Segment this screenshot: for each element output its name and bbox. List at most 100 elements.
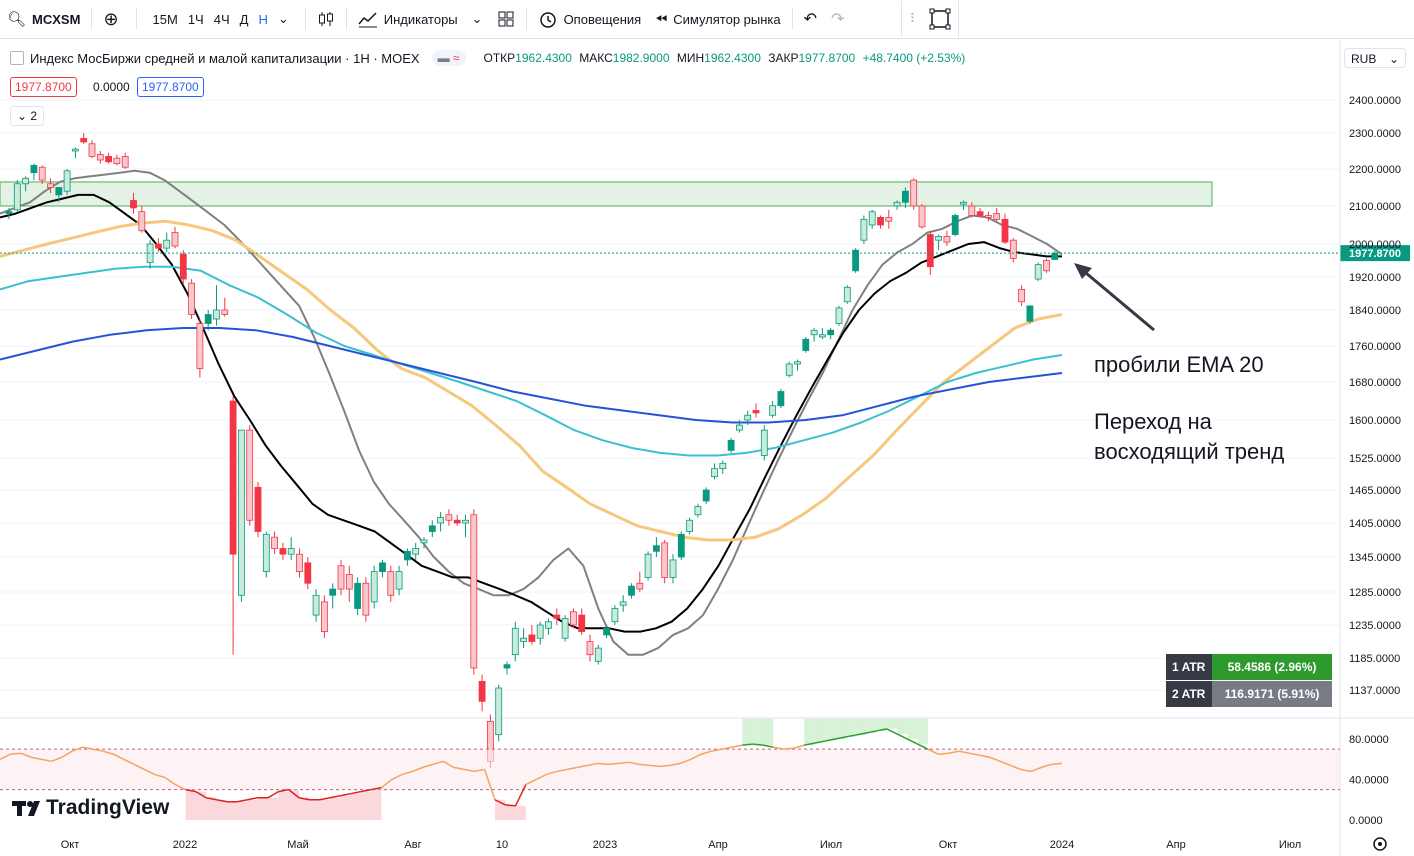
open-label: ОТКР (483, 51, 516, 65)
rsi-overbought-fill (907, 718, 918, 740)
timeframe-1h[interactable]: 1Ч (187, 11, 204, 27)
currency-select[interactable]: RUB ⌄ (1344, 48, 1406, 68)
legend-toggle-pill[interactable]: ▬ ≈ (431, 50, 466, 66)
drawing-selection-tool[interactable]: ⠇ (901, 1, 959, 37)
candle-body (885, 216, 893, 222)
rewind-icon: ⏪︎ (655, 10, 668, 28)
chevron-down-icon[interactable]: ⌄ (277, 11, 289, 26)
candle (80, 133, 88, 144)
replay-button[interactable]: ⏪︎ Симулятор рынка (648, 0, 787, 38)
compare-button[interactable]: ⊕ (96, 0, 131, 38)
tradingview-logo[interactable]: TradingView (12, 796, 169, 820)
candle-body (1026, 305, 1034, 322)
plus-circle-icon: ⊕ (103, 8, 119, 29)
price-tick-label: 1680.0000 (1349, 377, 1401, 389)
candle-body (553, 614, 561, 619)
candle (951, 213, 959, 237)
candle (661, 540, 669, 584)
candle-body (72, 148, 79, 152)
timeframe-day[interactable]: Д (239, 11, 249, 27)
alerts-button[interactable]: Оповещения (531, 0, 649, 38)
change-value: +48.7400 (+2.53%) (862, 51, 966, 65)
candle (470, 509, 478, 675)
price-tick-label: 2100.0000 (1349, 201, 1401, 213)
candle (495, 684, 503, 742)
chevron-down-icon: ⌄ (1388, 52, 1399, 66)
rsi-oversold-fill (505, 804, 516, 820)
moving-averages (0, 169, 1063, 656)
rsi-line-segment (721, 746, 733, 750)
symbol-logo-icon (10, 51, 24, 65)
candle (5, 207, 13, 220)
candle-body (221, 309, 229, 315)
candle (445, 509, 453, 526)
candle-body (420, 539, 428, 544)
time-axis[interactable]: Окт 2022 Май Авг 10 2023 Апр Июл Окт 2024 Апр Июл (61, 839, 1301, 851)
candle-body (495, 687, 503, 736)
candle-body (1034, 264, 1042, 280)
settings-icon[interactable] (1373, 837, 1387, 851)
candle (47, 178, 54, 194)
candle (960, 200, 967, 210)
candle (794, 359, 801, 371)
rsi-line-segment (422, 763, 434, 769)
open-value: 1962.4300 (515, 51, 572, 65)
sell-price-box[interactable]: 1977.8700 (10, 77, 77, 97)
rsi-line-segment (10, 752, 21, 755)
candle-body (370, 571, 378, 603)
indicators-collapse-button[interactable]: ⌄ 2 (10, 106, 45, 126)
candle-body (130, 200, 137, 209)
candle (387, 565, 395, 602)
timeframe-group: 15М 1Ч 4Ч Д Н ⌄ (141, 0, 301, 38)
rsi-line-segment (566, 766, 578, 771)
rsi-line-segment (948, 750, 960, 754)
candle (188, 279, 196, 319)
candle-body (462, 519, 469, 524)
symbol-search-button[interactable]: 🔍︎ MCXSM (0, 0, 87, 38)
rsi-line-segment (0, 753, 11, 760)
buy-price-box[interactable]: 1977.8700 (137, 77, 204, 97)
candle-body (105, 155, 112, 163)
rsi-line-segment (474, 768, 485, 773)
chart-type-button[interactable] (310, 0, 342, 38)
redo-button[interactable]: ↷ (824, 0, 851, 38)
rsi-line-segment (865, 730, 877, 734)
rsi-line-segment (154, 773, 166, 779)
toolbar-divider (791, 8, 793, 30)
timeframe-week[interactable]: Н (258, 11, 268, 27)
candle (578, 608, 586, 635)
indicators-button[interactable]: Индикаторы ⌄ (351, 0, 490, 38)
candle (619, 595, 627, 612)
rsi-overbought-fill (855, 718, 867, 735)
toolbar-divider (304, 8, 306, 30)
series-title[interactable]: Индекс МосБиржи средней и малой капитали… (30, 50, 420, 66)
timeframe-4h[interactable]: 4Ч (213, 11, 230, 27)
layouts-button[interactable] (490, 0, 522, 38)
timeframe-15m[interactable]: 15М (152, 11, 178, 27)
candle (171, 226, 179, 249)
undo-button[interactable]: ↶ (797, 0, 824, 38)
rsi-overbought-fill (752, 718, 763, 745)
toolbar-divider (345, 8, 347, 30)
rsi-line-segment (938, 752, 949, 755)
rsi-line-segment (144, 768, 155, 776)
candle-body (578, 614, 586, 632)
candle (1043, 258, 1050, 273)
candle (154, 238, 162, 253)
candle (1034, 262, 1042, 282)
candle-body (528, 634, 536, 642)
toolbar-divider (135, 8, 137, 30)
rsi-line-segment (20, 752, 32, 758)
candle-body (296, 553, 303, 572)
candle-body (586, 641, 594, 656)
rsi-oversold-fill (329, 797, 341, 820)
rsi-line-segment (783, 747, 794, 750)
candle-body (960, 201, 967, 205)
candle-body (22, 177, 30, 185)
rsi-line-segment (907, 738, 918, 745)
price-axis[interactable]: 2400.0000 2300.0000 2200.0000 2100.0000 2000… (1339, 40, 1401, 856)
rsi-line-segment (979, 754, 990, 758)
annotation-text-3: восходящий тренд (1094, 439, 1284, 464)
time-tick-label: Окт (939, 839, 958, 851)
